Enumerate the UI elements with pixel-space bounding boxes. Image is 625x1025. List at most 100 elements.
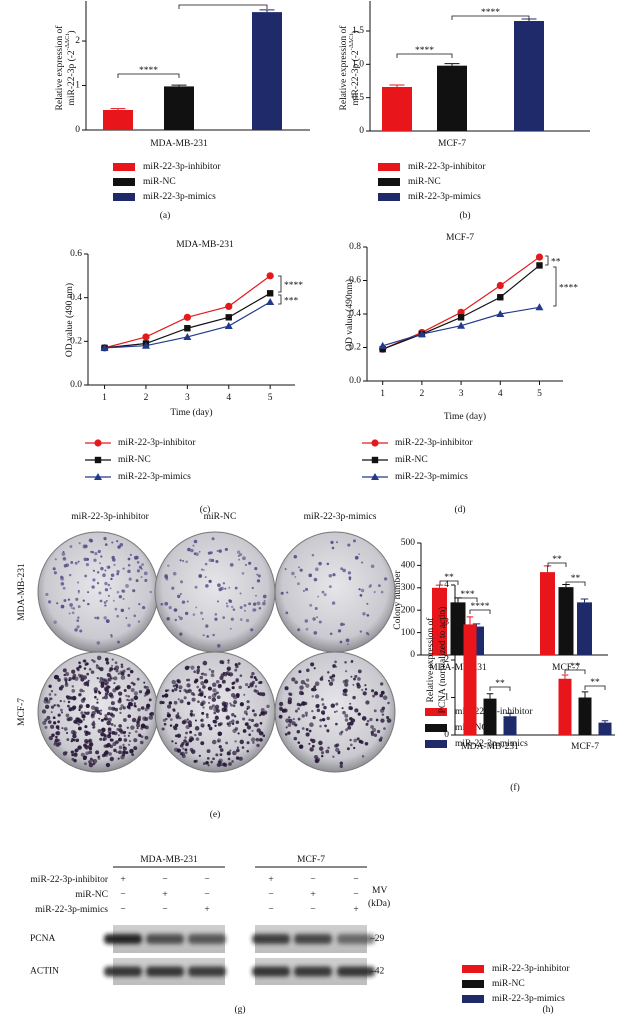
colony [66, 738, 70, 742]
colony [44, 718, 48, 722]
colony [266, 704, 270, 709]
colony [226, 722, 230, 726]
colony [73, 720, 77, 724]
colony [317, 595, 320, 598]
colony [90, 705, 96, 710]
colony [116, 540, 119, 543]
legend-marker [94, 473, 102, 480]
colony [69, 603, 73, 607]
point [224, 322, 233, 330]
legend-swatch [462, 965, 484, 973]
condition-label: miR-22-3p-mimics [35, 905, 108, 915]
colony [378, 738, 383, 742]
colony [262, 601, 266, 606]
colony [251, 729, 254, 732]
colony [285, 611, 289, 615]
significance-label: ** [590, 678, 600, 688]
colony [185, 724, 190, 730]
colony [263, 599, 266, 602]
band-label: ACTIN [30, 967, 59, 977]
colony [125, 751, 129, 755]
colony [243, 693, 246, 696]
colony [45, 592, 49, 597]
colony [202, 634, 205, 637]
colony [50, 689, 54, 693]
colony [83, 681, 88, 686]
colony [48, 684, 52, 688]
colony [312, 715, 316, 720]
colony [366, 613, 370, 617]
colony [304, 619, 308, 623]
band [146, 966, 184, 977]
band [337, 966, 375, 977]
colony [161, 701, 165, 705]
colony [321, 710, 326, 715]
colony [370, 730, 374, 735]
colony [96, 676, 99, 680]
colony [233, 695, 238, 700]
error-bar [601, 720, 609, 723]
colony [111, 664, 114, 667]
colony [217, 740, 220, 743]
colony [305, 732, 310, 737]
colony [138, 690, 143, 694]
colony [345, 638, 350, 643]
colony [112, 599, 115, 602]
colony [127, 557, 131, 561]
significance-label: ** [444, 573, 454, 583]
colony [204, 673, 208, 677]
colony [73, 759, 77, 763]
colony [313, 754, 319, 760]
colony [120, 663, 124, 666]
colony [315, 704, 320, 709]
colony [84, 712, 87, 715]
point [225, 302, 233, 310]
colony [97, 549, 101, 554]
colony [182, 560, 185, 562]
colony [101, 727, 106, 733]
colony [372, 694, 375, 698]
chart-title: MDA-MB-231 [176, 240, 234, 250]
band [337, 934, 375, 944]
colony [222, 762, 227, 767]
colony [130, 687, 135, 693]
colony [88, 746, 93, 751]
colony [298, 566, 300, 569]
colony [321, 703, 325, 706]
colony [233, 700, 238, 705]
colony [208, 705, 213, 710]
colony [123, 734, 126, 737]
colony [98, 691, 102, 695]
colony [56, 602, 59, 605]
colony [256, 573, 259, 576]
legend-label: miR-22-3p-mimics [118, 472, 191, 482]
colony [70, 607, 73, 609]
colony [246, 741, 250, 745]
colony [148, 715, 154, 720]
colony [335, 722, 338, 726]
colony [345, 693, 348, 697]
error-bar [444, 63, 460, 66]
colony [218, 762, 223, 767]
colony [179, 632, 183, 636]
error-bar [486, 693, 494, 699]
colony [91, 722, 96, 727]
colony [229, 562, 234, 567]
colony [92, 726, 95, 729]
colony [146, 688, 151, 693]
colony [207, 764, 210, 767]
colony [361, 716, 367, 721]
colony [383, 727, 386, 730]
colony [243, 604, 247, 607]
colony [282, 708, 287, 712]
colony [110, 738, 114, 742]
colony [296, 729, 300, 734]
colony [106, 733, 112, 739]
colony [242, 729, 247, 733]
colony [212, 688, 217, 693]
colony [90, 550, 93, 554]
column-label: miR-22-3p-mimics [304, 512, 377, 522]
colony [87, 679, 90, 682]
colony [84, 745, 90, 750]
colony [261, 692, 266, 697]
